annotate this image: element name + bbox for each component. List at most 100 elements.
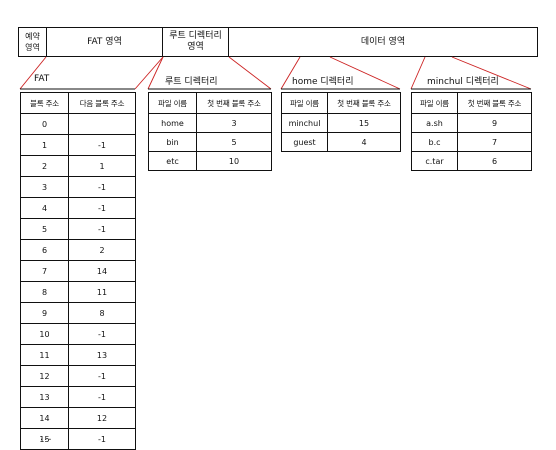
root-header-first-block-address: 첫 번째 블록 주소 — [196, 92, 272, 114]
home-table-header: 파일 이름 첫 번째 블록 주소 — [281, 92, 401, 114]
root-file-name-cell: home — [148, 113, 197, 133]
fat-next-block-address-cell: 2 — [68, 239, 136, 261]
minchul-table-row: b.c 7 — [411, 132, 532, 152]
fat-block-address-cell: 3 — [20, 176, 69, 198]
fat-block-address-cell: 12 — [20, 365, 69, 387]
home-header-first-block-address: 첫 번째 블록 주소 — [327, 92, 401, 114]
minchul-header-first-block-address: 첫 번째 블록 주소 — [457, 92, 532, 114]
fat-table-row: 8 11 — [20, 281, 136, 303]
home-table-row: guest 4 — [281, 132, 401, 152]
root-directory-table: 파일 이름 첫 번째 블록 주소 home 3 bin 5 etc 10 — [148, 92, 272, 171]
fat-table-header: 블록 주소 다음 블록 주소 — [20, 92, 136, 114]
fat-block-address-cell: 9 — [20, 302, 69, 324]
fat-next-block-address-cell: -1 — [68, 428, 136, 450]
fat-connector-left — [19, 56, 47, 90]
fat-next-block-address-cell: 14 — [68, 260, 136, 282]
fat-table-row: 12 -1 — [20, 365, 136, 387]
fat-table-row: 10 -1 — [20, 323, 136, 345]
fat-next-block-address-cell: 1 — [68, 155, 136, 177]
home-file-name-cell: guest — [281, 132, 328, 152]
fat-block-address-cell: 7 — [20, 260, 69, 282]
root-connector-right — [228, 56, 272, 90]
fat-next-block-address-cell: -1 — [68, 176, 136, 198]
home-connector-left — [280, 56, 301, 90]
fat-table-row: 11 13 — [20, 344, 136, 366]
fat-block-address-cell: 6 — [20, 239, 69, 261]
fat-next-block-address-cell: -1 — [68, 218, 136, 240]
minchul-connector-left — [410, 56, 426, 90]
home-header-file-name: 파일 이름 — [281, 92, 328, 114]
root-header-file-name: 파일 이름 — [148, 92, 197, 114]
fat-table-row: 3 -1 — [20, 176, 136, 198]
root-table-row: home 3 — [148, 113, 272, 133]
fat-connector-right — [134, 56, 164, 90]
root-table-row: etc 10 — [148, 151, 272, 171]
root-table-title: 루트 디렉터리 — [165, 77, 218, 87]
minchul-connector-right — [451, 56, 532, 90]
fat-table-row: 1 -1 — [20, 134, 136, 156]
minchul-first-block-cell: 7 — [457, 132, 532, 152]
fat-next-block-address-cell: -1 — [68, 365, 136, 387]
fat-next-block-address-cell: 11 — [68, 281, 136, 303]
fat-table-row: 14 12 — [20, 407, 136, 429]
home-connector-right — [329, 56, 401, 90]
fat-next-block-address-cell: -1 — [68, 197, 136, 219]
home-first-block-cell: 4 — [327, 132, 401, 152]
home-directory-table: 파일 이름 첫 번째 블록 주소 minchul 15 guest 4 — [281, 92, 401, 152]
root-table-row: bin 5 — [148, 132, 272, 152]
fat-block-address-cell: 1 — [20, 134, 69, 156]
minchul-table-row: c.tar 6 — [411, 151, 532, 171]
minchul-file-name-cell: b.c — [411, 132, 458, 152]
fat-block-address-cell: 13 — [20, 386, 69, 408]
fat-next-block-address-cell: -1 — [68, 323, 136, 345]
minchul-directory-table: 파일 이름 첫 번째 블록 주소 a.sh 9 b.c 7 c.tar 6 — [411, 92, 532, 171]
fat-table-row: 0 — [20, 113, 136, 135]
fat-table-row: 13 -1 — [20, 386, 136, 408]
minchul-first-block-cell: 9 — [457, 113, 532, 133]
fat-next-block-address-cell — [68, 113, 136, 135]
fat-next-block-address-cell: 8 — [68, 302, 136, 324]
fat-block-address-cell: 14 — [20, 407, 69, 429]
minchul-file-name-cell: c.tar — [411, 151, 458, 171]
data-region: 데이터 영역 — [228, 27, 538, 57]
fat-table-row: 4 -1 — [20, 197, 136, 219]
home-table-row: minchul 15 — [281, 113, 401, 133]
fat-table-title: FAT — [34, 74, 50, 84]
fat-table-ellipsis: ... — [40, 432, 53, 443]
minchul-first-block-cell: 6 — [457, 151, 532, 171]
fat-table-row: 7 14 — [20, 260, 136, 282]
fat-next-block-address-cell: -1 — [68, 134, 136, 156]
minchul-table-header: 파일 이름 첫 번째 블록 주소 — [411, 92, 532, 114]
fat-block-address-cell: 5 — [20, 218, 69, 240]
fat-block-address-cell: 10 — [20, 323, 69, 345]
root-first-block-cell: 10 — [196, 151, 272, 171]
minchul-header-file-name: 파일 이름 — [411, 92, 458, 114]
fat-next-block-address-cell: 12 — [68, 407, 136, 429]
fat-block-address-cell: 2 — [20, 155, 69, 177]
root-file-name-cell: etc — [148, 151, 197, 171]
root-table-header: 파일 이름 첫 번째 블록 주소 — [148, 92, 272, 114]
home-first-block-cell: 15 — [327, 113, 401, 133]
fat-next-block-address-cell: 13 — [68, 344, 136, 366]
home-file-name-cell: minchul — [281, 113, 328, 133]
fat-block-address-cell: 0 — [20, 113, 69, 135]
fat-table: 블록 주소 다음 블록 주소 0 1 -1 2 1 3 -1 4 -1 5 -1 6 2 7 14 8 11 9 8… — [20, 92, 136, 450]
fat-next-block-address-cell: -1 — [68, 386, 136, 408]
fat-table-row: 5 -1 — [20, 218, 136, 240]
root-connector-left — [147, 56, 164, 90]
fat-header-block-address: 블록 주소 — [20, 92, 69, 114]
fat-block-address-cell: 4 — [20, 197, 69, 219]
root-file-name-cell: bin — [148, 132, 197, 152]
fat-header-next-block-address: 다음 블록 주소 — [68, 92, 136, 114]
fat-table-row: 15 -1 — [20, 428, 136, 450]
minchul-table-title: minchul 디렉터리 — [427, 77, 499, 87]
root-first-block-cell: 5 — [196, 132, 272, 152]
fat-block-address-cell: 11 — [20, 344, 69, 366]
root-first-block-cell: 3 — [196, 113, 272, 133]
minchul-file-name-cell: a.sh — [411, 113, 458, 133]
fat-block-address-cell: 8 — [20, 281, 69, 303]
